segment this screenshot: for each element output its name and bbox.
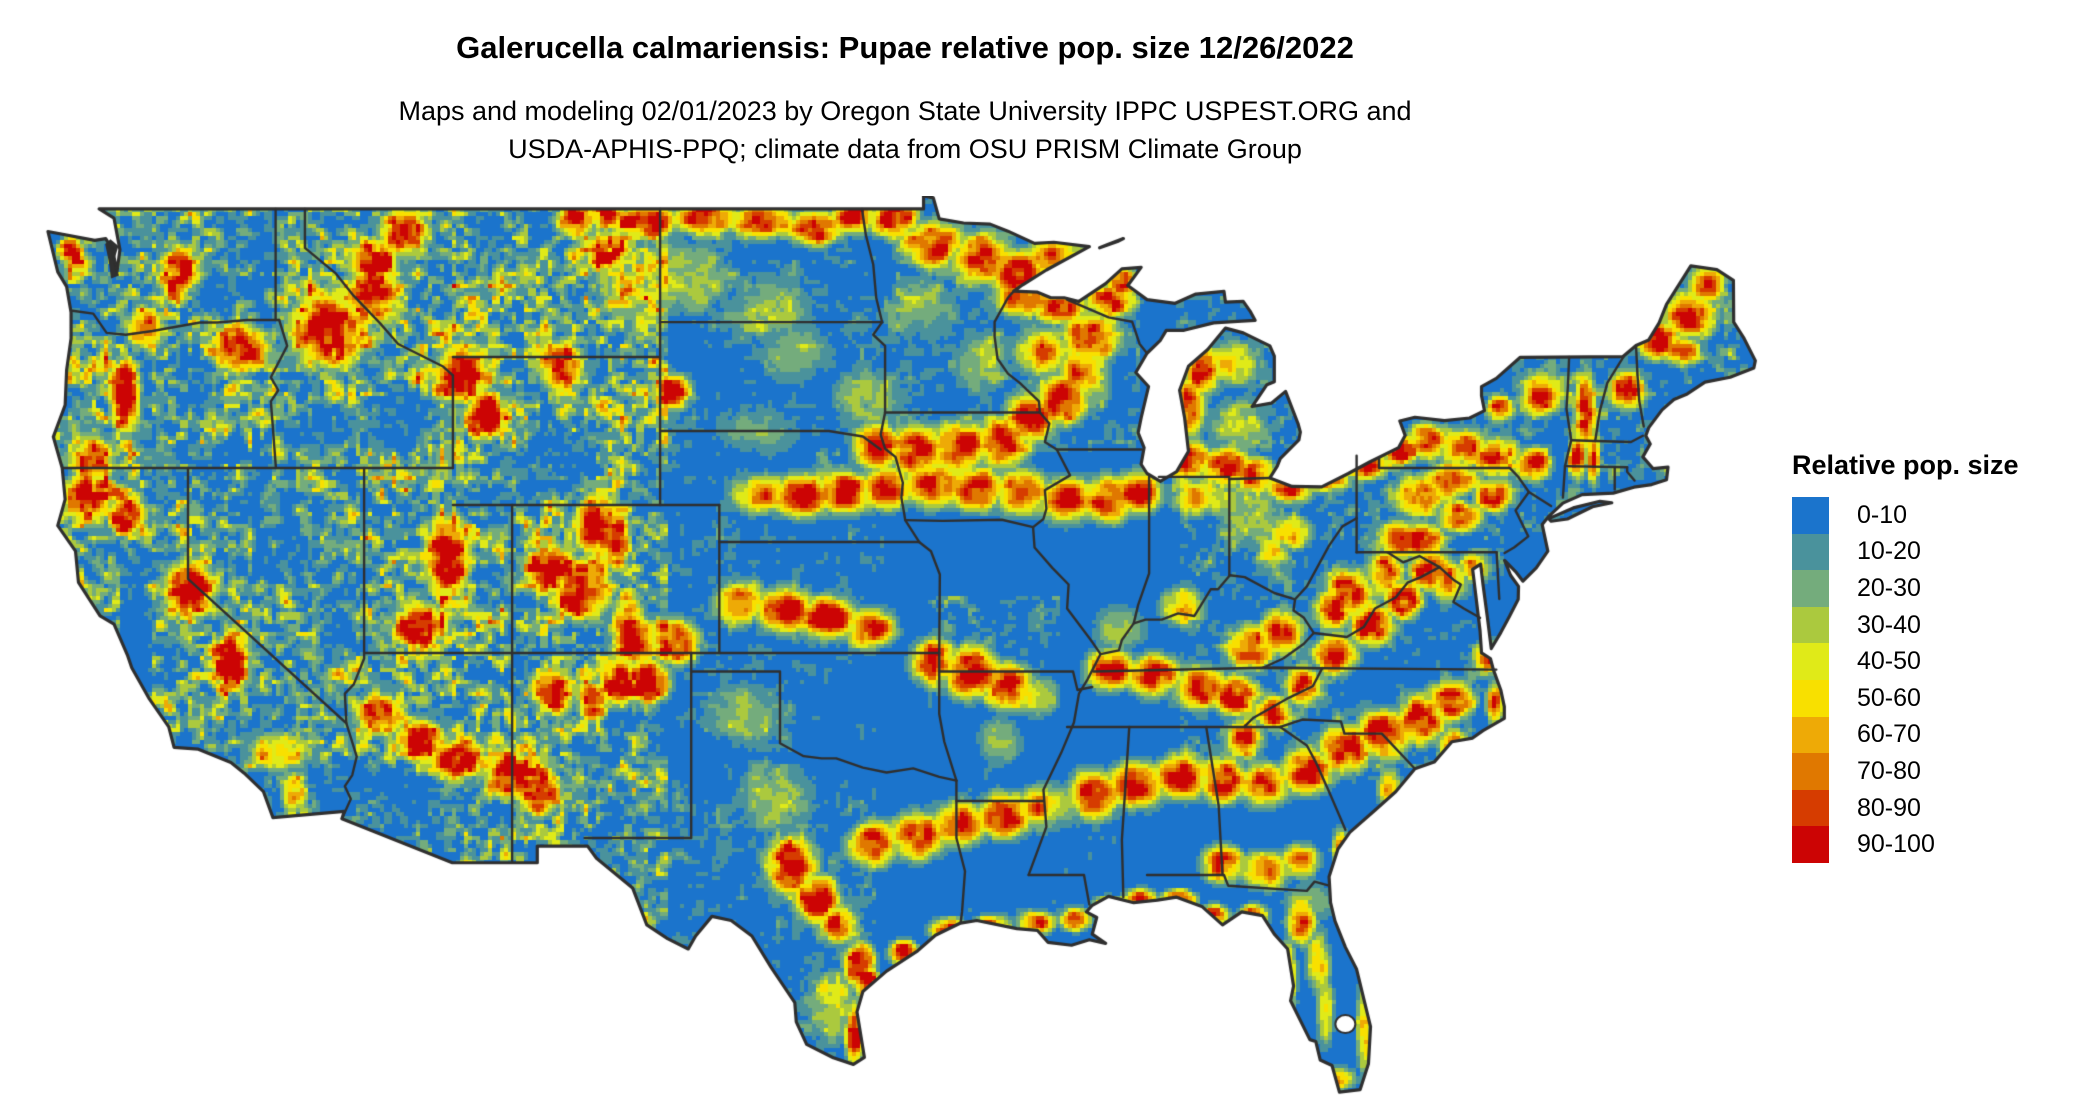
legend-label: 70-80 bbox=[1857, 756, 1921, 785]
legend-item: 30-40 bbox=[1792, 606, 2092, 644]
legend-label: 30-40 bbox=[1857, 610, 1921, 639]
legend-item: 90-100 bbox=[1792, 826, 2092, 863]
legend-swatch bbox=[1792, 826, 1829, 863]
legend-swatch bbox=[1792, 606, 1829, 644]
legend-item: 20-30 bbox=[1792, 570, 2092, 607]
map-subtitle: Maps and modeling 02/01/2023 by Oregon S… bbox=[0, 92, 1810, 168]
legend-swatch bbox=[1792, 753, 1829, 790]
legend-label: 10-20 bbox=[1857, 537, 1921, 566]
map-subtitle-line2: USDA-APHIS-PPQ; climate data from OSU PR… bbox=[508, 134, 1302, 164]
legend-label: 50-60 bbox=[1857, 683, 1921, 712]
legend-item: 60-70 bbox=[1792, 716, 2092, 754]
legend-swatch bbox=[1792, 643, 1829, 680]
legend-item: 70-80 bbox=[1792, 753, 2092, 790]
legend: Relative pop. size 0-10 10-20 20-30 30-4… bbox=[1792, 450, 2092, 863]
legend-item: 10-20 bbox=[1792, 533, 2092, 571]
legend-item: 80-90 bbox=[1792, 789, 2092, 827]
legend-label: 0-10 bbox=[1857, 500, 1908, 529]
legend-label: 40-50 bbox=[1857, 647, 1921, 676]
legend-swatch bbox=[1792, 570, 1829, 607]
legend-swatch bbox=[1792, 679, 1829, 717]
map-title: Galerucella calmariensis: Pupae relative… bbox=[456, 30, 1354, 65]
map-subtitle-line1: Maps and modeling 02/01/2023 by Oregon S… bbox=[398, 96, 1412, 126]
legend-rows: 0-10 10-20 20-30 30-40 40-50 50-60 60-70… bbox=[1792, 497, 2092, 863]
legend-label: 20-30 bbox=[1857, 573, 1921, 602]
legend-swatch bbox=[1792, 716, 1829, 754]
legend-item: 50-60 bbox=[1792, 679, 2092, 717]
legend-label: 90-100 bbox=[1857, 830, 1935, 859]
legend-label: 60-70 bbox=[1857, 720, 1921, 749]
legend-item: 0-10 bbox=[1792, 497, 2092, 534]
legend-title: Relative pop. size bbox=[1792, 450, 2019, 480]
legend-item: 40-50 bbox=[1792, 643, 2092, 680]
legend-swatch bbox=[1792, 533, 1829, 571]
legend-swatch bbox=[1792, 497, 1829, 534]
legend-swatch bbox=[1792, 789, 1829, 827]
us-map-canvas bbox=[40, 196, 1770, 1116]
legend-label: 80-90 bbox=[1857, 793, 1921, 822]
